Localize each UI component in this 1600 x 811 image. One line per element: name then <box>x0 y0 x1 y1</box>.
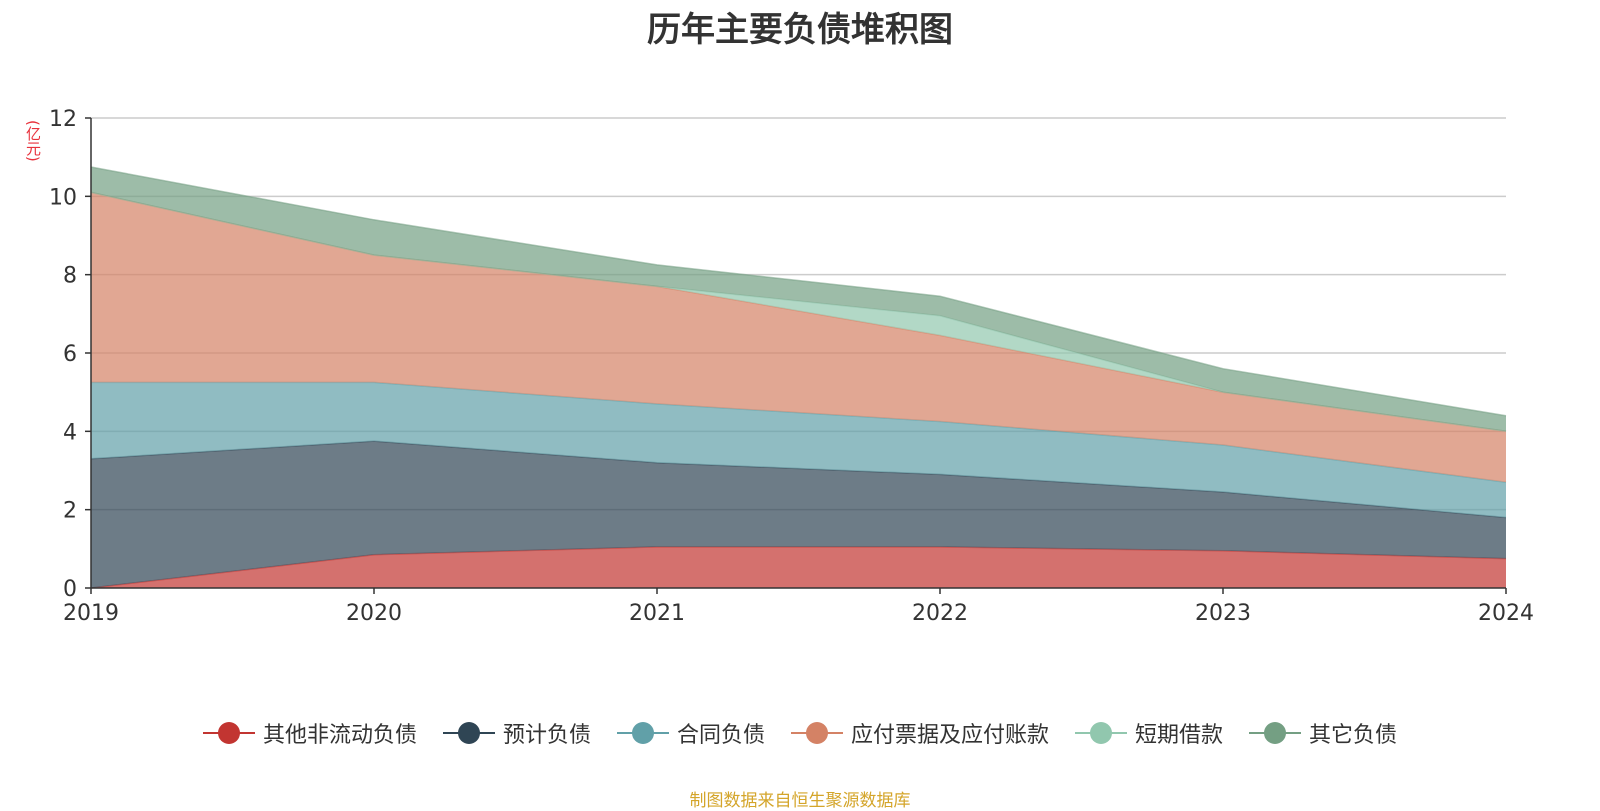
legend-marker <box>616 720 669 746</box>
area-edge-6 <box>90 166 1507 417</box>
legend-label: 预计负债 <box>502 723 591 748</box>
chart-title: 历年主要负债堆积图 <box>647 10 953 50</box>
axes: 0 2 4 6 8 10 12 2019 2020 2021 2022 2023 2024 <box>49 107 1534 626</box>
y-tick-label: 4 <box>63 420 77 445</box>
x-tick-label: 2024 <box>1478 601 1534 626</box>
legend-item-1[interactable]: 其他非流动负债 <box>202 717 417 749</box>
legend-item-3[interactable]: 合同负债 <box>616 717 765 749</box>
legend-label: 短期借款 <box>1135 723 1224 748</box>
legend-item-6[interactable]: 其它负债 <box>1249 717 1397 749</box>
stacked-area-chart: 0 2 4 6 8 10 12 2019 2020 2021 2022 2023 2024 <box>49 107 1534 626</box>
legend-label: 应付票据及应付账款 <box>851 723 1050 748</box>
area-series-3 <box>91 382 1506 518</box>
legend-marker <box>442 720 495 746</box>
y-axis-unit-label: (亿元) <box>24 120 42 162</box>
x-tick-label: 2019 <box>63 601 119 626</box>
legend-label: 其他非流动负债 <box>262 723 417 748</box>
y-tick-label: 2 <box>63 499 77 524</box>
area-series-1 <box>91 546 1506 588</box>
area-series-2 <box>91 441 1506 588</box>
x-tick-label: 2023 <box>1195 601 1251 626</box>
legend-label: 其它负债 <box>1309 723 1398 748</box>
y-tick-label: 6 <box>63 342 77 367</box>
area-series <box>90 166 1507 589</box>
area-series-6 <box>91 167 1506 432</box>
y-tick-label: 0 <box>63 577 77 602</box>
legend-label: 合同负债 <box>676 723 765 748</box>
y-tick-label: 10 <box>49 185 77 210</box>
legend-item-5[interactable]: 短期借款 <box>1075 717 1223 749</box>
x-tick-label: 2022 <box>912 601 968 626</box>
legend-marker <box>1075 720 1128 746</box>
x-tick-label: 2020 <box>346 601 402 626</box>
data-source-note: 制图数据来自恒生聚源数据库 <box>689 791 911 811</box>
legend-marker <box>1249 720 1302 746</box>
legend-marker <box>202 720 255 746</box>
legend-marker <box>791 720 843 746</box>
y-tick-label: 12 <box>49 107 77 132</box>
legend: 其他非流动负债 预计负债 合同负债 应付票据及应付账款 短期借款 其它负债 <box>0 717 1600 749</box>
x-tick-label: 2021 <box>629 601 685 626</box>
legend-item-4[interactable]: 应付票据及应付账款 <box>791 717 1049 749</box>
legend-item-2[interactable]: 预计负债 <box>442 717 591 749</box>
area-series-4 <box>91 192 1506 483</box>
y-tick-label: 8 <box>63 264 77 289</box>
